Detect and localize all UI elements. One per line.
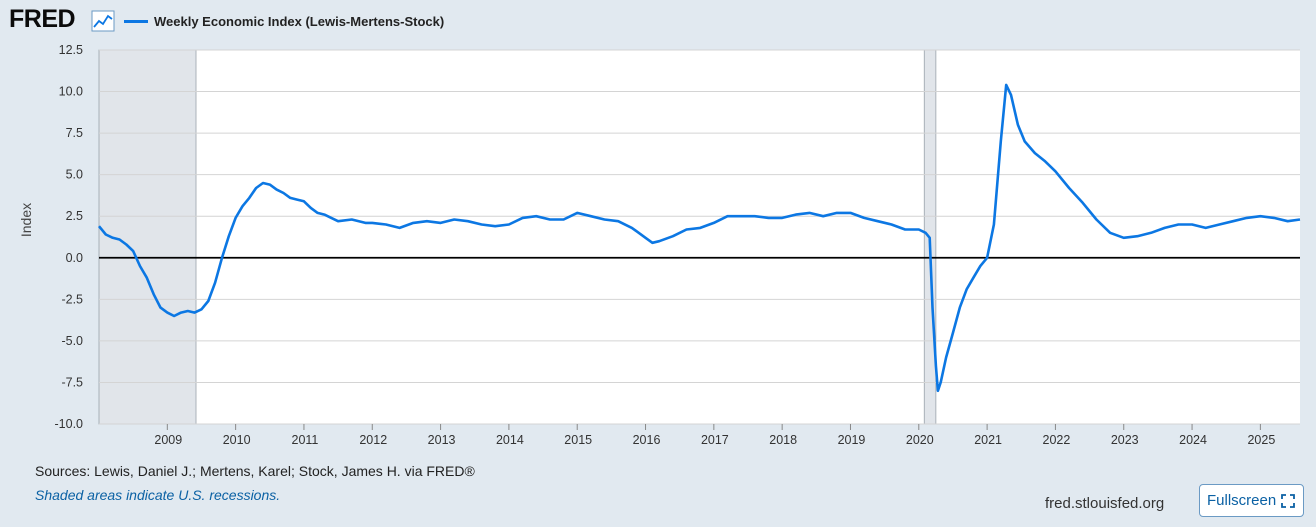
fullscreen-button[interactable]: Fullscreen (1199, 484, 1304, 517)
x-tick-label: 2021 (974, 433, 1002, 447)
x-tick-label: 2015 (564, 433, 592, 447)
fred-logo[interactable]: FRED (9, 5, 76, 33)
y-tick-label: 10.0 (59, 85, 83, 99)
y-axis-title: Index (18, 203, 34, 237)
y-tick-label: -2.5 (61, 292, 83, 306)
series-line (97, 83, 1301, 393)
legend-label: Weekly Economic Index (Lewis-Mertens-Sto… (154, 13, 445, 29)
x-tick-label: 2014 (496, 433, 524, 447)
x-tick-label: 2012 (359, 433, 387, 447)
y-tick-label: -10.0 (55, 417, 84, 431)
x-tick-label: 2018 (769, 433, 797, 447)
line-chart-icon (91, 10, 115, 32)
x-tick-label: 2020 (906, 433, 934, 447)
x-tick-label: 2010 (223, 433, 251, 447)
y-tick-label: 12.5 (59, 43, 83, 57)
x-tick-label: 2013 (428, 433, 456, 447)
x-tick-label: 2019 (838, 433, 866, 447)
y-tick-label: 0.0 (66, 251, 83, 265)
line-chart[interactable]: -10.0 -7.5 -5.0 -2.5 0.0 2.5 5.0 7.5 10.0 12.5 200… (0, 0, 1316, 460)
x-tick-label: 2025 (1247, 433, 1275, 447)
recession-note: Shaded areas indicate U.S. recessions. (35, 487, 281, 503)
x-tick-label: 2024 (1179, 433, 1207, 447)
legend-swatch (124, 19, 148, 23)
x-tick-label: 2022 (1043, 433, 1071, 447)
sources-note: Sources: Lewis, Daniel J.; Mertens, Kare… (35, 463, 475, 479)
chart-header: FRED Weekly Economic Index (Lewis-Merten… (0, 0, 1316, 40)
recession-shade (98, 49, 197, 425)
y-tick-label: -7.5 (61, 375, 83, 389)
chart-legend[interactable]: Weekly Economic Index (Lewis-Mertens-Sto… (124, 12, 444, 30)
plot-area (99, 50, 1300, 424)
x-tick-label: 2017 (701, 433, 729, 447)
x-tick-label: 2023 (1111, 433, 1139, 447)
expand-icon (1281, 493, 1296, 508)
x-tick-label: 2011 (292, 433, 319, 447)
y-tick-label: 5.0 (66, 168, 83, 182)
y-tick-label: -5.0 (61, 334, 83, 348)
y-tick-label: 2.5 (66, 209, 83, 223)
fullscreen-label: Fullscreen (1207, 492, 1277, 509)
x-tick-label: 2009 (154, 433, 182, 447)
site-link[interactable]: fred.stlouisfed.org (1045, 495, 1165, 512)
y-tick-label: 7.5 (66, 126, 83, 140)
x-tick-label: 2016 (633, 433, 661, 447)
